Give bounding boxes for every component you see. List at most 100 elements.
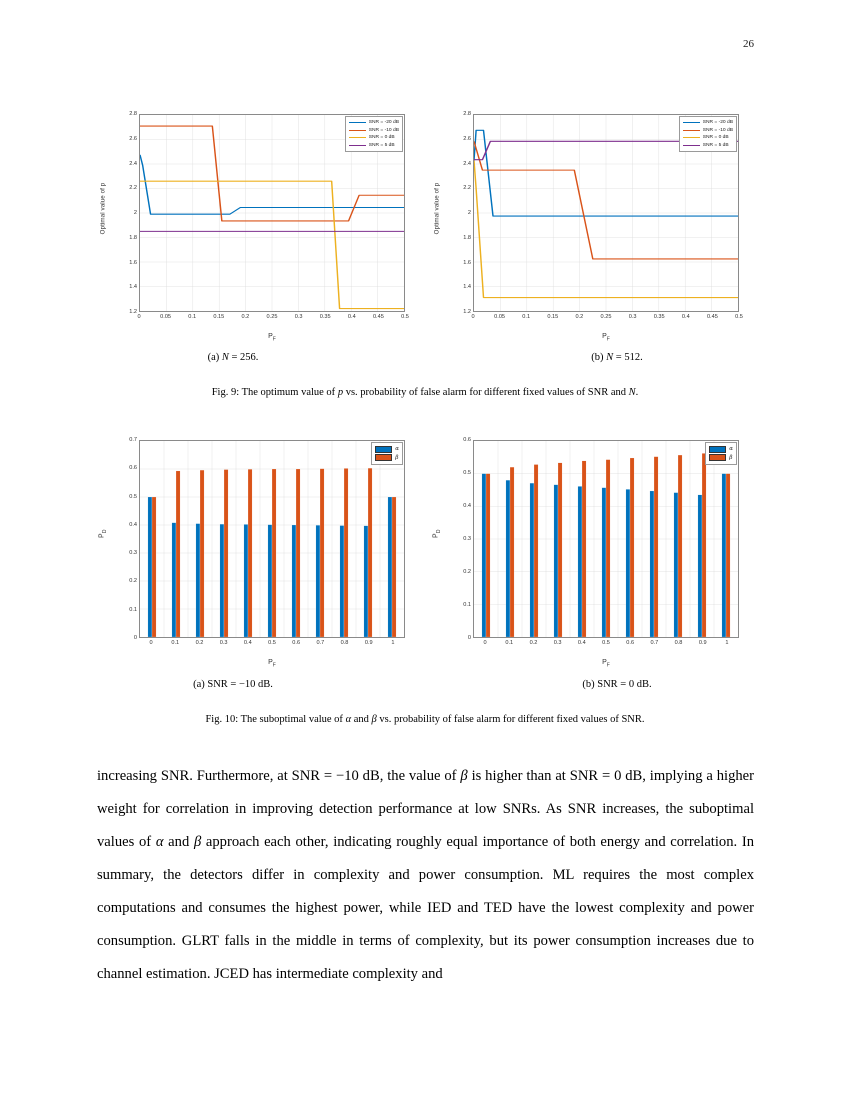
y-tick-label: 2.8 [129,111,137,117]
x-tick-label: 0.9 [698,640,707,646]
y-axis-ticks: 0 0.1 0.2 0.3 0.4 0.5 0.6 [431,437,473,641]
legend-item: SNR = 5 dB [348,142,399,150]
chart-legend[interactable]: SNR = -20 dB SNR = -10 dB SNR = 0 dB SNR = … [678,116,737,153]
y-tick-label: 0.4 [129,521,137,528]
y-tick-label: 0.3 [463,536,471,542]
y-tick-label: 1.2 [463,309,471,315]
chart-legend[interactable]: SNR = -20 dB SNR = -10 dB SNR = 0 dB SNR = … [344,116,403,153]
legend-swatch-icon [375,445,393,453]
x-tick-label: 0.2 [575,314,584,320]
x-tick-label: 0.1 [522,314,531,320]
legend-item: β [375,454,399,463]
chart-panel-fig9b: Optimal value of p 1.2 1.4 1.6 1.8 2 2.2 2.4 2.6… [431,104,753,346]
legend-line-icon [348,137,366,139]
x-tick-label: 0.4 [577,640,586,646]
legend-line-icon [682,129,700,131]
x-tick-label: 0.25 [600,314,612,320]
plot-area [139,114,405,312]
subcaption-fig10a-text: (a) SNR = −10 dB. [193,679,273,690]
y-tick-label: 0.6 [463,437,471,443]
y-tick-label: 1.2 [129,309,137,315]
x-tick-label: 0.3 [294,314,303,320]
legend-item: β [709,454,733,463]
chart-panel-fig10a: PD 0 0.1 0.2 0.3 0.4 0.5 0.6 0.7 α β 0 0.1 0.2 0.3 0.4 0… [97,430,419,672]
x-tick-label: 0.1 [188,314,197,320]
x-axis-ticks: 0 0.05 0.1 0.15 0.2 0.25 0.3 0.35 0.4 0.45 0.5 [471,314,742,324]
x-tick-label: 0.4 [681,314,690,320]
x-tick-label: 0.4 [243,640,252,646]
x-tick-label: 0.5 [401,314,409,320]
legend-line-icon [682,137,700,139]
x-tick-label: 0.2 [529,640,538,646]
x-tick-label: 0.4 [347,314,356,320]
x-tick-label: 0.9 [364,640,373,646]
chart-panel-fig10b: PD 0 0.1 0.2 0.3 0.4 0.5 0.6 α β 0 0.1 0.2 0.3 0.4 0.5 0… [431,430,753,672]
x-tick-label: 0.8 [674,640,683,646]
legend-label: β [395,454,399,461]
x-tick-label: 0.35 [653,314,665,320]
legend-line-icon [348,129,366,131]
legend-line-icon [348,122,366,124]
x-axis-label: PF [268,658,276,668]
x-tick-label: 0.3 [628,314,637,320]
y-tick-label: 1.6 [129,259,137,266]
x-tick-label: 0.8 [340,640,349,646]
legend-label: SNR = 5 dB [702,142,729,148]
subcaption-fig9a-text: (a) N = 256. [207,352,259,363]
figure-10-row: PD 0 0.1 0.2 0.3 0.4 0.5 0.6 0.7 α β 0 0.1 0.2 0.3 0.4 0… [0,430,850,672]
x-tick-label: 0.5 [602,640,610,646]
x-tick-label: 0.2 [241,314,250,320]
x-tick-label: 0.15 [547,314,559,320]
x-tick-label: 0.45 [372,314,384,320]
y-tick-label: 2.8 [463,111,471,117]
x-tick-label: 0.7 [316,640,325,646]
x-tick-label: 0.45 [706,314,718,320]
y-tick-label: 2.6 [129,135,137,142]
y-axis-ticks: 0 0.1 0.2 0.3 0.4 0.5 0.6 0.7 [97,437,139,641]
x-tick-label: 0 [137,314,141,320]
y-tick-label: 1.8 [463,234,471,241]
legend-item: α [709,445,733,454]
y-tick-label: 0.6 [129,465,137,472]
figure-9-caption: Fig. 9: The optimum value of p vs. proba… [0,387,850,398]
x-axis-label: PF [602,332,610,342]
plot-area [473,114,739,312]
x-tick-label: 0.05 [494,314,506,320]
x-tick-label: 1 [391,640,395,646]
x-tick-label: 1 [725,640,729,646]
y-tick-label: 0.7 [129,437,137,443]
y-tick-label: 1.6 [463,259,471,266]
legend-swatch-icon [709,454,727,462]
x-tick-label: 0 [483,640,487,646]
y-tick-label: 2 [133,210,137,216]
subcaption-fig10b: (b) SNR = 0 dB. [192,679,850,690]
y-tick-label: 0.1 [463,602,471,608]
x-tick-label: 0.5 [268,640,276,646]
y-tick-label: 1.4 [129,284,137,291]
y-tick-label: 1.4 [463,284,471,291]
figure-9-row: Optimal value of p 1.2 1.4 1.6 1.8 2 2.2 2.4 2.6… [0,104,850,346]
legend-item: SNR = 0 dB [682,134,733,142]
legend-label: SNR = -20 dB [702,120,733,125]
legend-item: SNR = -10 dB [348,127,399,135]
subcaption-fig9b: (b) N = 512. [192,352,850,363]
y-tick-label: 2.2 [129,185,137,192]
subcaption-fig10a: (a) SNR = −10 dB. [0,679,658,690]
subcaption-fig10b-text: (b) SNR = 0 dB. [582,679,652,690]
y-tick-label: 2 [467,210,471,216]
body-text: increasing SNR. Furthermore, at SNR = −1… [97,768,754,982]
legend-item: SNR = -10 dB [682,127,733,135]
x-axis-label: PF [602,658,610,668]
legend-label: SNR = 0 dB [368,135,395,141]
legend-item: SNR = 5 dB [682,142,733,150]
chart-panel-fig9a: Optimal value of p 1.2 1.4 1.6 1.8 2 2.2 2.4 2.6… [97,104,419,346]
legend-label: SNR = -20 dB [368,120,399,125]
legend-label: β [729,454,733,461]
x-tick-label: 0 [471,314,475,320]
legend-label: SNR = 0 dB [702,135,729,141]
y-tick-label: 0 [467,635,471,641]
legend-label: SNR = -10 dB [368,127,399,133]
y-tick-label: 2.4 [129,160,137,167]
